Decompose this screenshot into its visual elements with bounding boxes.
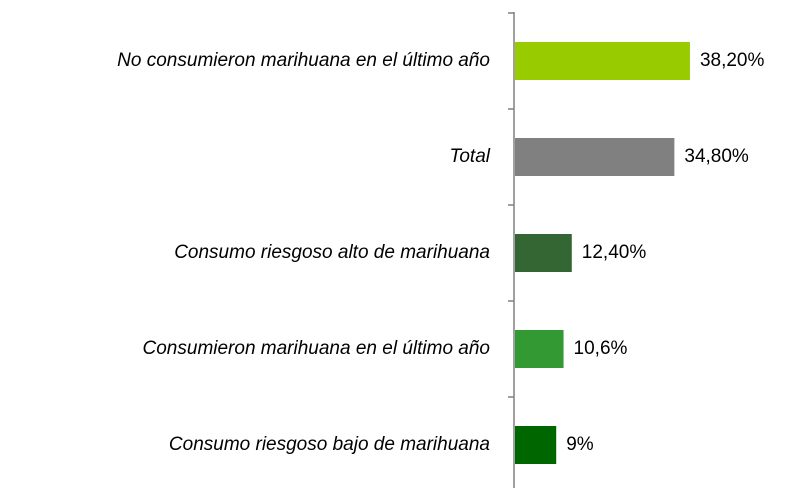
category-label: Consumieron marihuana en el último año [143,338,490,359]
bar [515,330,564,368]
value-label: 12,40% [582,242,647,263]
value-label: 38,20% [700,50,765,71]
value-label: 10,6% [574,338,628,359]
category-label: Total [450,146,491,167]
category-label: Consumo riesgoso bajo de marihuana [169,434,490,455]
bar [515,42,690,80]
bar [515,138,675,176]
value-label: 34,80% [684,146,749,167]
bar [515,426,557,464]
category-label: No consumieron marihuana en el último añ… [117,50,490,71]
category-label: Consumo riesgoso alto de marihuana [174,242,490,263]
value-label: 9% [566,434,594,455]
bar [515,234,572,272]
